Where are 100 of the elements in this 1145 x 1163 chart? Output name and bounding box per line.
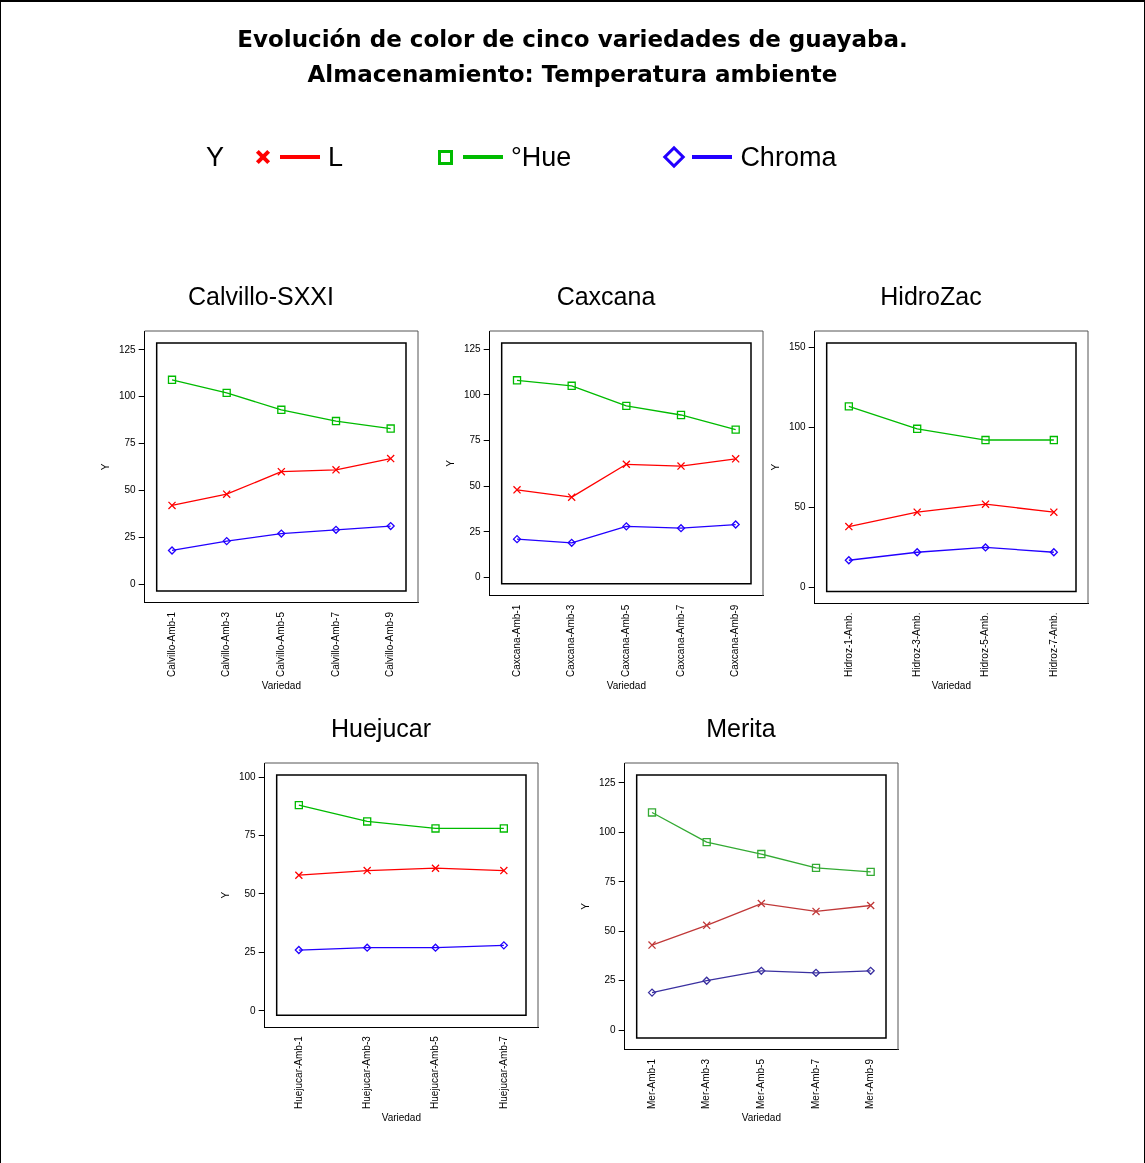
point bbox=[731, 454, 740, 463]
y-tick-label: 25 bbox=[244, 946, 257, 958]
point bbox=[277, 405, 286, 414]
y-tick-label: 0 bbox=[130, 577, 137, 589]
point bbox=[913, 548, 922, 557]
point bbox=[277, 467, 286, 476]
point bbox=[866, 867, 875, 877]
point bbox=[431, 824, 440, 833]
y-axis-title: Y bbox=[444, 459, 456, 467]
point bbox=[512, 535, 522, 544]
x-axis-title: Variedad bbox=[381, 1111, 421, 1123]
x-axis-title: Variedad bbox=[261, 679, 301, 691]
y-tick-label: 50 bbox=[794, 501, 807, 513]
point bbox=[981, 435, 990, 445]
point bbox=[731, 425, 740, 434]
legend-label: L bbox=[328, 141, 344, 173]
x-tick-label: Caxcana-Amb-1 bbox=[510, 604, 522, 678]
point bbox=[622, 460, 631, 469]
x-tick-label: Mer-Amb-9 bbox=[864, 1058, 876, 1110]
y-tick-label: 0 bbox=[475, 571, 482, 583]
point bbox=[731, 520, 740, 529]
x-tick-label: Caxcana-Amb-9 bbox=[729, 604, 741, 678]
point bbox=[912, 507, 922, 517]
legend-label: °Hue bbox=[511, 141, 572, 173]
point bbox=[811, 907, 821, 916]
x-tick-label: Caxcana-Amb-3 bbox=[565, 604, 577, 678]
point bbox=[981, 499, 990, 509]
point bbox=[222, 490, 231, 499]
point bbox=[294, 945, 303, 955]
point bbox=[567, 538, 576, 547]
y-axis-title: Y bbox=[579, 902, 591, 910]
y-axis-title: Y bbox=[99, 463, 111, 471]
y-tick-label: 150 bbox=[789, 340, 807, 352]
point bbox=[167, 375, 177, 384]
x-tick-label: Hidroz-3-Amb. bbox=[910, 612, 922, 678]
x-axis-title: Variedad bbox=[931, 679, 971, 691]
point bbox=[386, 424, 395, 433]
point bbox=[981, 543, 990, 552]
y-axis-title: Y bbox=[219, 891, 231, 899]
point bbox=[431, 943, 440, 952]
legend-label: Chroma bbox=[740, 141, 837, 173]
point bbox=[431, 864, 440, 873]
y-tick-label: 100 bbox=[119, 390, 137, 402]
point bbox=[499, 866, 509, 875]
y-tick-label: 0 bbox=[250, 1004, 257, 1016]
chart-subtitle: Huejucar bbox=[329, 714, 433, 744]
point bbox=[331, 465, 341, 474]
point bbox=[702, 976, 711, 985]
point bbox=[844, 402, 854, 411]
y-tick-label: 50 bbox=[604, 924, 617, 936]
point bbox=[1049, 507, 1059, 517]
point bbox=[567, 381, 576, 390]
point bbox=[499, 941, 508, 950]
x-tick-label: Calvillo-Amb-7 bbox=[329, 611, 341, 677]
y-tick-label: 25 bbox=[124, 531, 137, 543]
x-tick-label: Mer-Amb-5 bbox=[755, 1058, 767, 1110]
point bbox=[757, 849, 766, 859]
point bbox=[676, 524, 686, 533]
y-tick-label: 50 bbox=[244, 887, 257, 899]
x-tick-label: Caxcana-Amb-7 bbox=[674, 604, 686, 678]
point bbox=[222, 388, 231, 398]
x-tick-label: Calvillo-Amb-9 bbox=[384, 611, 396, 677]
point bbox=[277, 529, 286, 538]
y-tick-label: 75 bbox=[469, 434, 482, 446]
point bbox=[222, 536, 231, 546]
y-tick-label: 125 bbox=[464, 343, 482, 355]
x-tick-label: Hidroz-1-Amb. bbox=[842, 612, 854, 678]
point bbox=[362, 817, 372, 826]
point bbox=[757, 899, 766, 908]
chart-subtitle: Caxcana bbox=[555, 282, 657, 312]
x-tick-label: Caxcana-Amb-5 bbox=[620, 604, 632, 678]
y-tick-label: 100 bbox=[464, 388, 482, 400]
x-axis-title: Variedad bbox=[606, 679, 646, 691]
point bbox=[167, 501, 177, 510]
y-tick-label: 100 bbox=[789, 420, 807, 432]
point bbox=[647, 940, 657, 950]
point bbox=[294, 800, 304, 810]
point bbox=[647, 988, 657, 997]
point bbox=[386, 521, 395, 531]
y-tick-label: 25 bbox=[604, 974, 617, 986]
point bbox=[1049, 435, 1059, 445]
point bbox=[676, 461, 686, 471]
x-tick-label: Mer-Amb-7 bbox=[809, 1058, 821, 1110]
point bbox=[866, 901, 875, 910]
point bbox=[811, 968, 821, 977]
x-tick-label: Huejucar-Amb-5 bbox=[429, 1035, 441, 1110]
chart-subtitle: Calvillo-SXXI bbox=[187, 282, 335, 312]
point bbox=[512, 376, 522, 385]
point bbox=[702, 921, 711, 930]
point bbox=[757, 966, 766, 975]
x-tick-label: Calvillo-Amb-5 bbox=[275, 611, 287, 677]
point bbox=[294, 871, 304, 880]
point bbox=[647, 808, 657, 817]
point bbox=[844, 556, 853, 565]
x-tick-label: Huejucar-Amb-3 bbox=[360, 1035, 372, 1110]
y-tick-label: 100 bbox=[599, 826, 617, 838]
point bbox=[499, 824, 509, 833]
text: Evolución de color de cinco variedades de guayaba. Almacenamiento: Temperatura ambiente bbox=[236, 25, 909, 89]
chart-subtitle: Merita bbox=[705, 714, 777, 744]
point bbox=[622, 401, 631, 411]
